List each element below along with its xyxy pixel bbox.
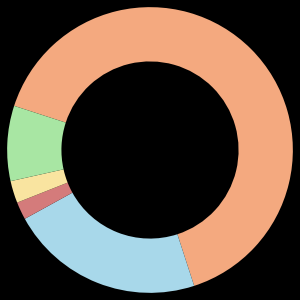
Wedge shape bbox=[25, 193, 194, 293]
Wedge shape bbox=[17, 183, 72, 219]
Wedge shape bbox=[11, 169, 68, 203]
Wedge shape bbox=[14, 7, 293, 286]
Wedge shape bbox=[7, 106, 66, 181]
